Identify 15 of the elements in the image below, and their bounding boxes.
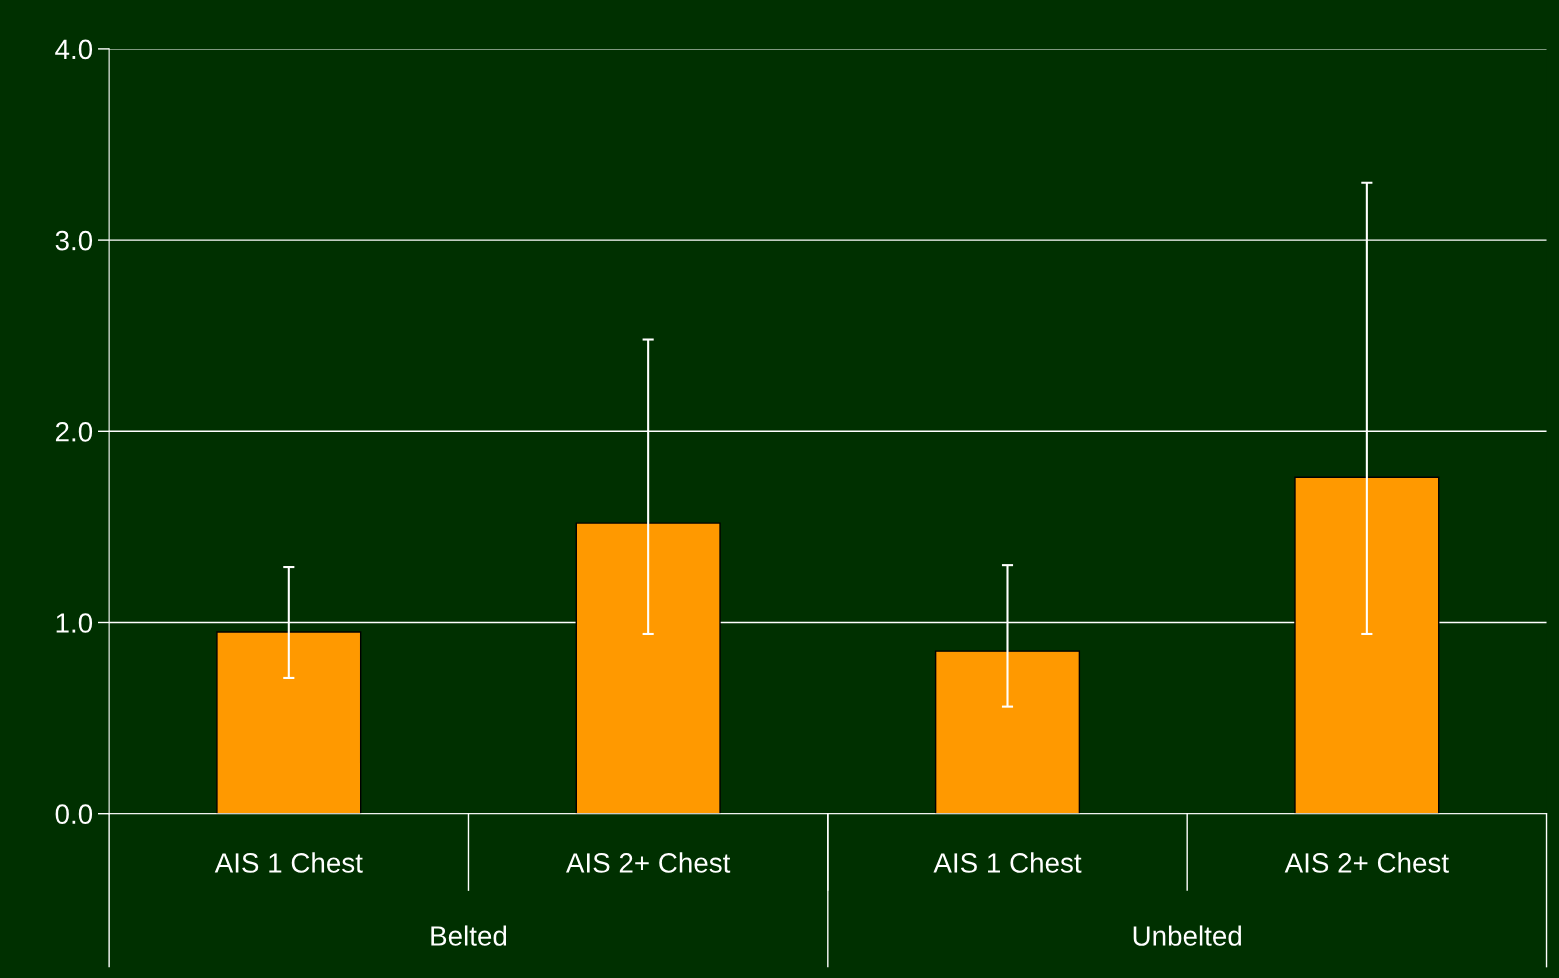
- x-tick-label: AIS 1 Chest: [933, 852, 1082, 873]
- y-tick-label: 3.0: [55, 230, 93, 251]
- text: Unbelted: [1133, 925, 1241, 946]
- bar: [575, 522, 721, 814]
- y-tick-label: 4.0: [55, 39, 93, 60]
- y-tick-label: 1.0: [56, 613, 93, 633]
- text: Belted: [431, 925, 507, 946]
- x-tick-label: AIS 2+ Chest: [1284, 852, 1449, 873]
- y-tick-label: 0.0: [55, 804, 93, 825]
- y-tick-label: 2.0: [55, 421, 93, 442]
- bar: [934, 650, 1081, 814]
- bar: [1294, 476, 1440, 814]
- x-tick-label: AIS 2+ Chest: [565, 852, 731, 873]
- x-tick-label: AIS 1 Chest: [214, 852, 363, 873]
- bar: [216, 631, 362, 814]
